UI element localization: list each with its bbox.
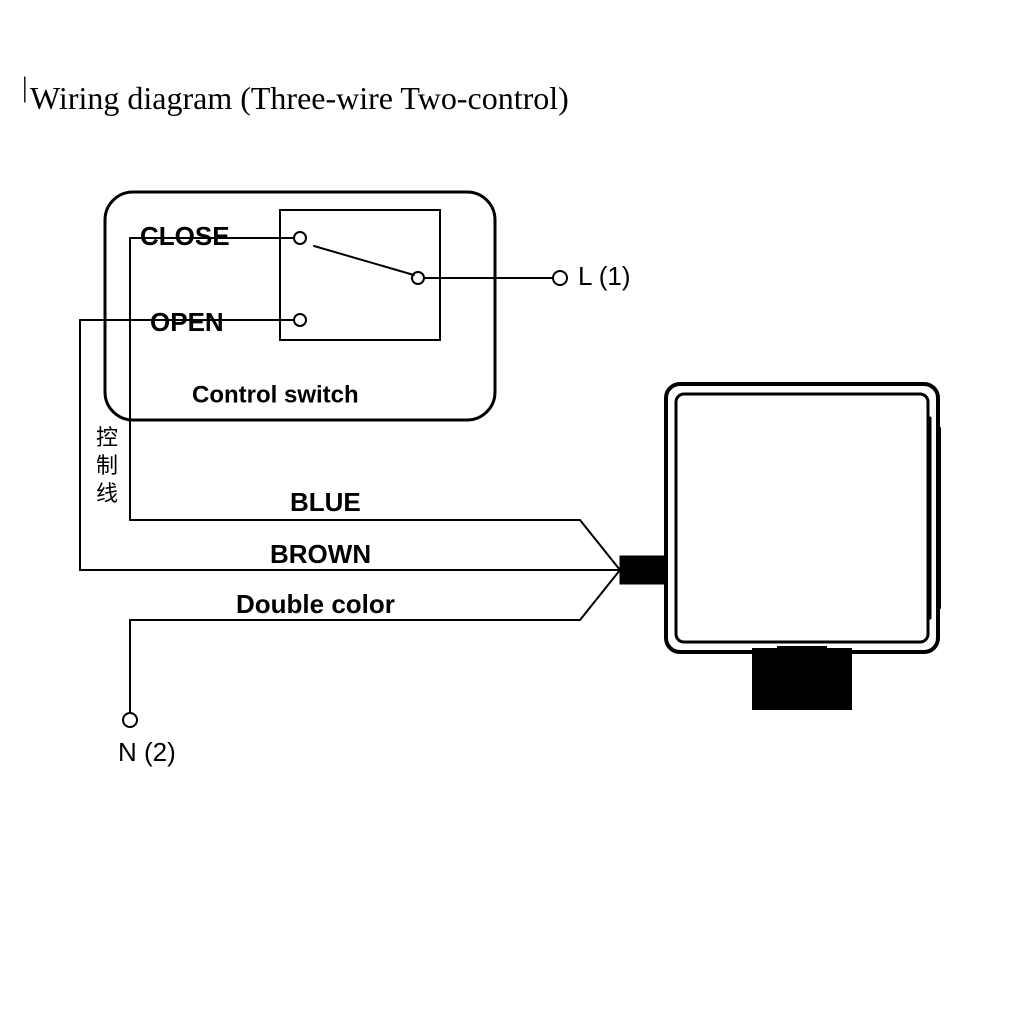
svg-text:|: | xyxy=(22,72,28,103)
svg-text:L (1): L (1) xyxy=(578,261,631,291)
svg-text:制: 制 xyxy=(96,453,118,478)
svg-text:BLUE: BLUE xyxy=(290,487,361,517)
svg-text:Control switch: Control switch xyxy=(192,381,359,408)
svg-text:N (2): N (2) xyxy=(118,737,176,767)
svg-text:OPEN: OPEN xyxy=(150,307,224,337)
svg-text:控: 控 xyxy=(96,425,118,450)
svg-text:Double color: Double color xyxy=(236,589,395,619)
svg-text:CLOSE: CLOSE xyxy=(140,221,230,251)
svg-text:线: 线 xyxy=(96,481,118,506)
diagram-title: Wiring diagram (Three-wire Two-control) xyxy=(30,80,569,117)
svg-text:BROWN: BROWN xyxy=(270,539,371,569)
wiring-diagram-svg: | CLOSE OPEN Control switch L (1) N (2) BLUE BR… xyxy=(0,0,1024,1024)
